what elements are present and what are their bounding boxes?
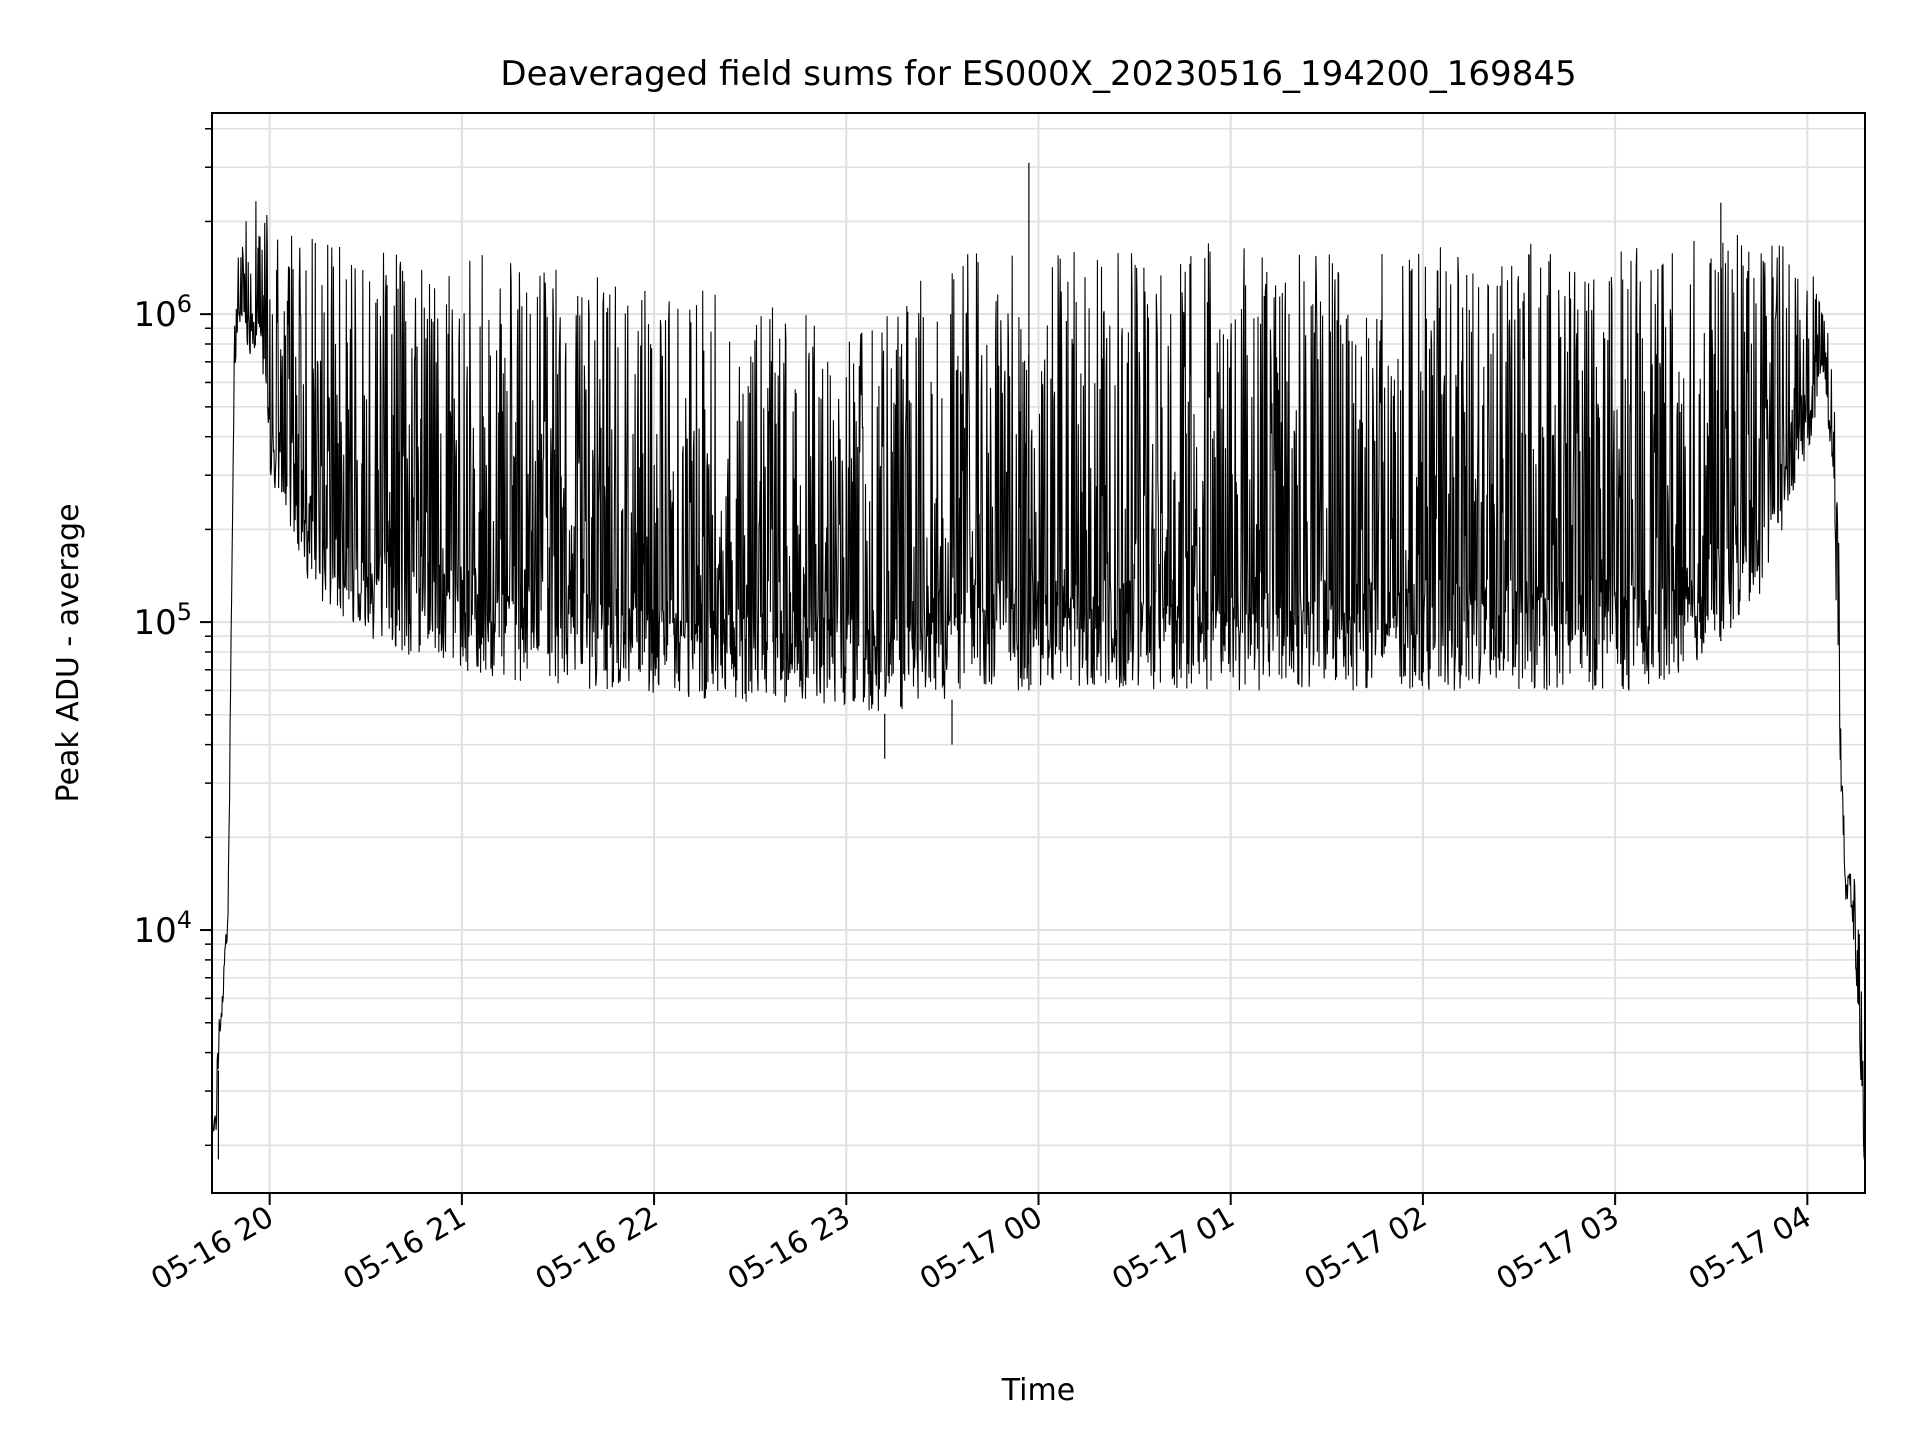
x-axis-label: Time — [1001, 1373, 1075, 1408]
y-tick-label: 106 — [133, 290, 192, 335]
y-axis-label: Peak ADU - average — [51, 503, 86, 802]
y-tick-label: 105 — [133, 598, 192, 643]
series-layer — [211, 162, 1866, 1161]
series-line — [211, 201, 1866, 1161]
chart-title: Deaveraged field sums for ES000X_2023051… — [500, 54, 1576, 94]
y-tick-label: 104 — [133, 906, 192, 951]
